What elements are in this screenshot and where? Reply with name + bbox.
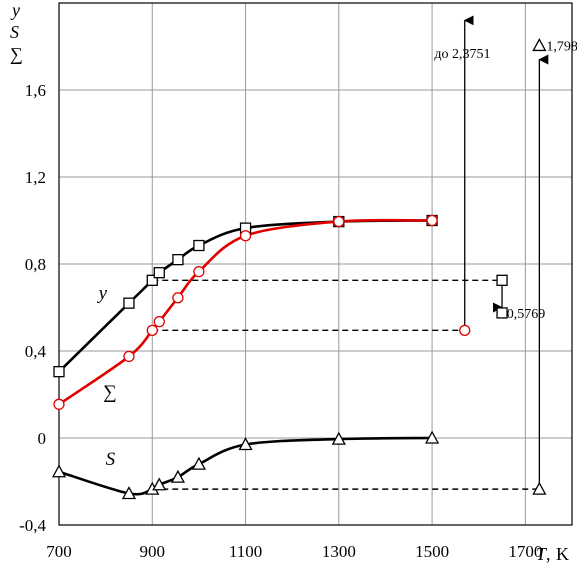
dashed-lines [152, 279, 540, 490]
x-tick-label: 1300 [322, 542, 356, 561]
point-sum [146, 324, 158, 336]
grid [58, 3, 572, 526]
y-tick-label: 0,4 [25, 342, 47, 361]
x-tick-label: 1500 [415, 542, 449, 561]
point-sum [239, 230, 252, 242]
extra-marker [532, 38, 547, 52]
y-axis-title-y: y [10, 0, 20, 20]
x-axis-unit: K [556, 544, 569, 564]
series-label-sum: ∑ [103, 382, 117, 403]
point-S [238, 437, 253, 451]
y-tick-label: 0 [38, 429, 47, 448]
x-axis-title-t: T [536, 544, 548, 564]
y-axis-title-s: S [10, 22, 19, 42]
extra-marker [496, 307, 508, 319]
y-tick-label: 1,2 [25, 168, 46, 187]
annotations: до 2,3751 1,7982 0,5769 [434, 39, 577, 322]
x-tick-label: 1100 [229, 542, 262, 561]
point-S [424, 430, 440, 444]
point-y [172, 253, 184, 266]
extra-marker [496, 274, 508, 286]
point-y [123, 297, 135, 309]
extra-marker [532, 481, 547, 495]
y-tick-label: -0,4 [19, 516, 46, 535]
point-y [193, 239, 205, 252]
series-label-y: y [97, 283, 108, 304]
y-tick-label: 0,8 [25, 255, 46, 274]
point-y [146, 274, 158, 286]
plot-frame [58, 2, 573, 526]
point-sum [53, 398, 65, 410]
point-sum [172, 292, 184, 304]
x-tick-label: 700 [46, 542, 72, 561]
annotation: до 2,3751 [434, 47, 490, 62]
point-sum [153, 315, 165, 328]
point-S [51, 464, 67, 478]
x-axis-comma: , [546, 544, 551, 564]
point-S [170, 469, 186, 483]
arrows [463, 15, 549, 490]
annotation: 0,5769 [507, 307, 546, 322]
point-sum [193, 265, 205, 278]
point-S [121, 486, 137, 500]
y-axis-titles: y S ∑ [10, 0, 23, 64]
point-S [191, 456, 207, 470]
x-axis-title: T , K [536, 544, 569, 564]
y-axis-title-sum: ∑ [10, 44, 23, 64]
point-sum [333, 215, 345, 228]
point-y [153, 267, 165, 279]
annotation: 1,7982 [546, 39, 577, 54]
point-sum [459, 324, 471, 336]
markers [51, 38, 547, 500]
x-tick-label: 900 [140, 542, 166, 561]
point-S [152, 477, 167, 491]
series-label-S: S [106, 449, 116, 470]
point-sum [123, 350, 135, 363]
x-tick-label: 1700 [508, 542, 542, 561]
point-sum [426, 214, 438, 227]
tick-labels: 700 900 1100 1300 1500 1700 -0,4 0 0,4 0,8 1,2 1,6 [19, 81, 542, 561]
y-tick-label: 1,6 [25, 81, 46, 100]
point-S [331, 431, 346, 445]
point-y [53, 366, 65, 378]
